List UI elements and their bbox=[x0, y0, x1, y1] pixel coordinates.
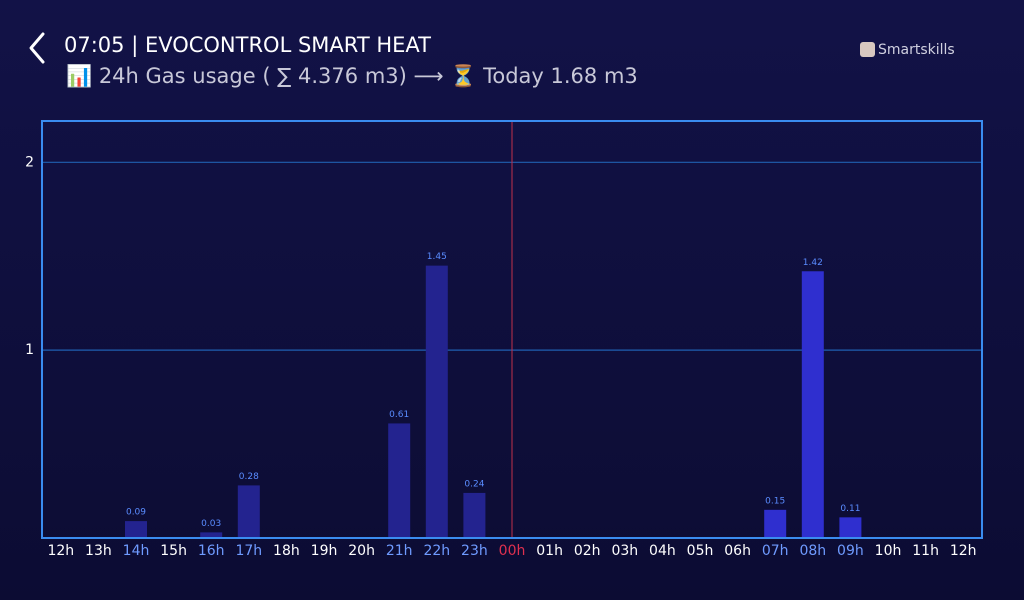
x-tick-label: 05h bbox=[687, 543, 714, 559]
bar bbox=[764, 509, 787, 538]
bar bbox=[388, 423, 411, 538]
x-tick-label: 10h bbox=[875, 543, 902, 559]
brand: Smartskills bbox=[878, 42, 955, 58]
x-tick-label: 01h bbox=[536, 543, 563, 559]
value-label: 0.03 bbox=[201, 519, 221, 529]
x-tick-label: 04h bbox=[649, 543, 676, 559]
x-tick-label: 03h bbox=[611, 543, 638, 559]
x-tick-label: 13h bbox=[85, 543, 112, 559]
value-label: 0.15 bbox=[765, 496, 785, 506]
value-label: 1.42 bbox=[803, 258, 823, 268]
x-tick-label: 16h bbox=[198, 543, 225, 559]
value-label: 0.28 bbox=[239, 472, 259, 482]
value-label: 1.45 bbox=[427, 252, 447, 262]
plot-frame bbox=[41, 120, 983, 539]
x-tick-label: 08h bbox=[799, 543, 826, 559]
x-tick-label: 07h bbox=[762, 543, 789, 559]
x-tick-label: 23h bbox=[461, 543, 488, 559]
brand-icon bbox=[860, 42, 875, 57]
x-tick-label: 14h bbox=[123, 543, 150, 559]
x-tick-label: 18h bbox=[273, 543, 300, 559]
bar bbox=[125, 521, 147, 538]
x-tick-label: 02h bbox=[574, 543, 601, 559]
bar bbox=[463, 492, 486, 538]
back-button[interactable] bbox=[29, 32, 45, 64]
x-tick-label: 00h bbox=[499, 543, 526, 559]
bar bbox=[425, 265, 448, 538]
x-tick-label: 21h bbox=[386, 543, 413, 559]
bar bbox=[801, 271, 824, 538]
value-label: 0.61 bbox=[389, 410, 409, 420]
x-tick-label: 17h bbox=[235, 543, 262, 559]
x-tick-label: 12h bbox=[47, 543, 74, 559]
x-tick-label: 15h bbox=[160, 543, 187, 559]
bar bbox=[237, 485, 260, 538]
x-tick-label: 20h bbox=[348, 543, 375, 559]
y-tick-label: 2 bbox=[25, 154, 34, 170]
x-tick-label: 12h bbox=[950, 543, 977, 559]
bar bbox=[839, 517, 862, 538]
y-tick-label: 1 bbox=[25, 342, 34, 358]
bar bbox=[200, 532, 223, 538]
x-tick-label: 09h bbox=[837, 543, 864, 559]
value-label: 0.09 bbox=[126, 508, 146, 518]
x-tick-label: 06h bbox=[724, 543, 751, 559]
chart-subtitle: 📊 24h Gas usage ( ∑ 4.376 m3) ⟶ ⏳ Today … bbox=[66, 63, 638, 88]
value-label: 0.24 bbox=[464, 479, 484, 489]
x-tick-label: 19h bbox=[311, 543, 338, 559]
x-tick-label: 22h bbox=[423, 543, 450, 559]
value-label: 0.11 bbox=[840, 504, 860, 514]
x-tick-label: 11h bbox=[912, 543, 939, 559]
chart-title: 07:05 | EVOCONTROL SMART HEAT bbox=[64, 33, 431, 58]
